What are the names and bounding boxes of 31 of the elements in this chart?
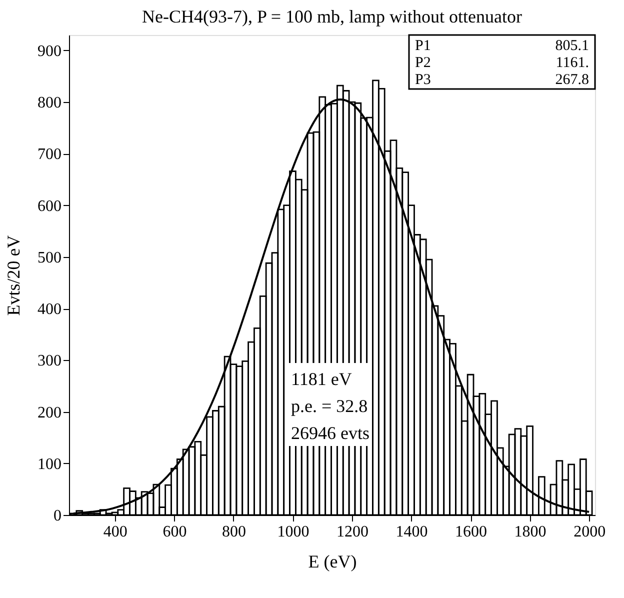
annotation: P3	[415, 72, 431, 88]
y-tick-label: 100	[38, 456, 62, 473]
y-tick-label: 500	[38, 249, 62, 266]
annotation: 267.8	[555, 72, 589, 88]
annotation: 26946 evts	[291, 423, 370, 443]
x-tick-label: 1400	[396, 524, 428, 540]
y-tick-label: 300	[38, 352, 62, 370]
y-tick-label: 400	[38, 301, 62, 318]
annotation: P2	[415, 55, 431, 71]
y-tick-label: 800	[38, 94, 62, 112]
y-axis-title: Evts/20 eV	[4, 235, 24, 316]
y-tick-label: 700	[38, 146, 62, 164]
annotation: 1181 eV	[291, 369, 352, 389]
x-tick-label: 1600	[455, 524, 488, 540]
chart-title: Ne-CH4(93-7), P = 100 mb, lamp without ottenuator	[142, 6, 522, 26]
y-tick-label: 0	[54, 508, 62, 524]
x-axis-title: E (eV)	[308, 552, 357, 572]
annotation: 1161.	[556, 55, 589, 71]
x-tick-label: 600	[162, 524, 187, 540]
x-tick-label: 800	[222, 524, 246, 540]
y-tick-label: 900	[38, 42, 62, 60]
y-tick-label: 200	[38, 404, 62, 422]
annotation: 805.1	[555, 38, 589, 54]
x-tick-label: 2000	[574, 524, 606, 540]
x-tick-label: 1000	[277, 524, 310, 540]
x-tick-label: 1800	[514, 524, 546, 540]
y-tick-label: 600	[38, 198, 62, 215]
annotation: p.e. = 32.8	[291, 396, 368, 416]
x-tick-label: 400	[103, 524, 128, 540]
annotation: P1	[415, 38, 431, 54]
x-tick-label: 1200	[336, 524, 369, 540]
